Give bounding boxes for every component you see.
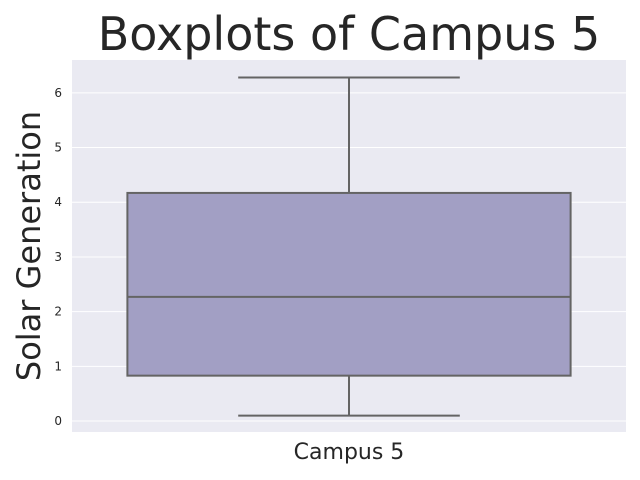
x-tick-label: Campus 5 (294, 440, 405, 465)
boxes (126, 76, 572, 417)
y-axis-label: Solar Generation (10, 111, 48, 381)
y-tick-label: 6 (54, 86, 62, 100)
box-iqr (126, 191, 572, 377)
y-tick-label: 2 (54, 305, 62, 319)
y-axis-ticks: 0 1 2 3 4 5 6 (54, 86, 62, 428)
x-axis-ticks: Campus 5 (294, 440, 405, 465)
chart-title: Boxplots of Campus 5 (98, 7, 601, 61)
y-tick-label: 3 (54, 250, 62, 264)
y-tick-label: 5 (54, 141, 62, 155)
y-tick-label: 1 (54, 359, 62, 373)
y-tick-label: 4 (54, 195, 62, 209)
y-tick-label: 0 (54, 414, 62, 428)
